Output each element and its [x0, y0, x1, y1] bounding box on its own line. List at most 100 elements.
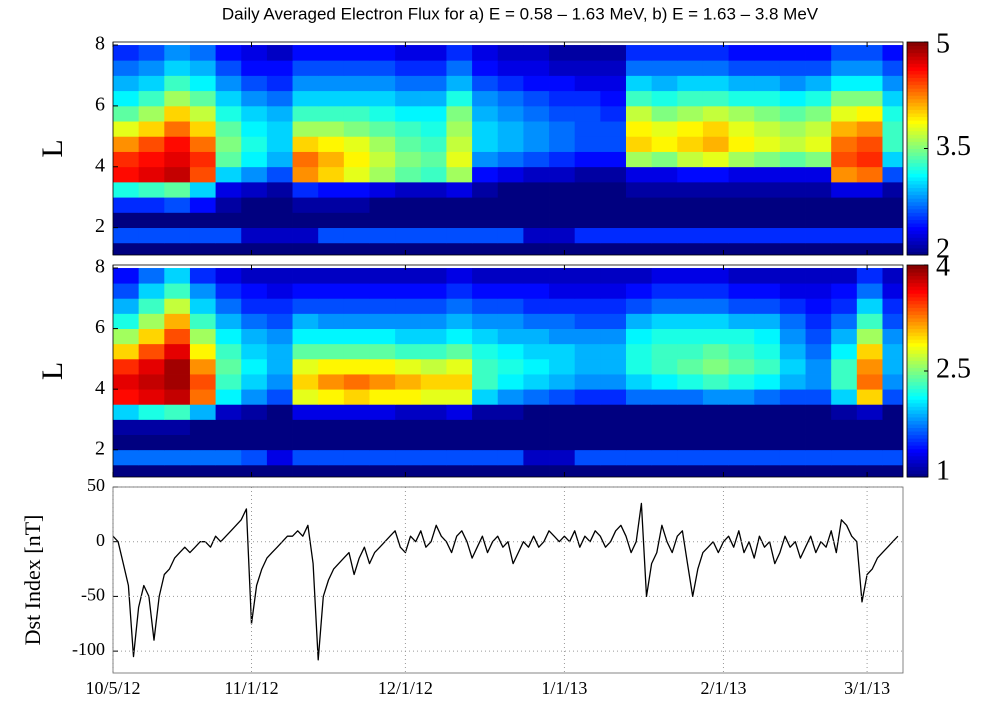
heatmap-cell	[831, 60, 858, 76]
heatmap-cell	[677, 90, 704, 107]
heatmap-cell	[446, 404, 473, 420]
heatmap-cell	[549, 105, 576, 122]
heatmap-cell	[189, 90, 216, 107]
heatmap-cell	[702, 464, 729, 477]
heatmap-cell	[856, 166, 883, 183]
heatmap-cell	[831, 449, 858, 466]
heatmap-cell	[497, 419, 524, 435]
heatmap-cell	[189, 212, 216, 229]
heatmap-cell	[523, 166, 550, 183]
heatmap-cell	[241, 419, 268, 435]
heatmap-cell	[215, 434, 242, 451]
colorbar-step	[907, 367, 928, 372]
heatmap-cell	[574, 197, 601, 213]
heatmap-cell	[754, 181, 781, 198]
heatmap-cell	[215, 60, 242, 76]
heatmap-cell	[395, 343, 422, 360]
heatmap-cell	[523, 283, 550, 299]
colorbar-step	[907, 466, 928, 471]
heatmap-cell	[497, 45, 524, 61]
heatmap-cell	[472, 268, 499, 284]
heatmap-cell	[856, 268, 883, 284]
heatmap-cell	[497, 343, 524, 360]
heatmap-cell	[651, 105, 678, 122]
heatmap-cell	[472, 328, 499, 345]
heatmap-cell	[189, 283, 216, 299]
colorbar-step	[907, 388, 928, 393]
heatmap-cell	[651, 227, 678, 244]
heatmap-cell	[549, 166, 576, 183]
heatmap-cell	[574, 268, 601, 284]
heatmap-cell	[189, 227, 216, 244]
heatmap-cell	[702, 136, 729, 152]
colorbar-step	[907, 420, 928, 425]
heatmap-cell	[574, 227, 601, 244]
heatmap-cell	[472, 298, 499, 314]
heatmap-cell	[805, 464, 832, 477]
colorbar-step	[907, 98, 928, 103]
heatmap-cell	[266, 268, 293, 284]
colorbar-step	[907, 66, 928, 71]
heatmap-cell	[831, 374, 858, 390]
heatmap-cell	[292, 151, 319, 168]
heatmap-cell	[446, 358, 473, 375]
heatmap-cell	[395, 166, 422, 183]
colorbar-tick-label: 2.5	[936, 353, 971, 384]
colorbar-step	[907, 363, 928, 368]
heatmap-cell	[677, 121, 704, 137]
colorbar-step	[907, 265, 928, 270]
heatmap-cell	[600, 434, 627, 451]
heatmap-cell	[113, 313, 140, 329]
colorbar-step	[907, 166, 928, 171]
heatmap-cell	[600, 298, 627, 314]
heatmap-cell	[395, 105, 422, 122]
heatmap-cell	[215, 328, 242, 345]
heatmap-cell	[497, 121, 524, 137]
heatmap-cell	[138, 60, 165, 76]
heatmap-cell	[138, 151, 165, 168]
heatmap-cell	[497, 151, 524, 168]
y-tick-label: 2	[95, 437, 105, 459]
heatmap-cell	[728, 197, 755, 213]
heatmap-cell	[420, 212, 447, 229]
heatmap-cell	[651, 449, 678, 466]
heatmap-cell	[189, 60, 216, 76]
x-tick-label: 12/1/12	[378, 678, 433, 698]
heatmap-cell	[138, 90, 165, 107]
heatmap-cell	[241, 121, 268, 137]
heatmap-cell	[625, 283, 653, 299]
heatmap-cell	[728, 419, 755, 435]
heatmap-cell	[856, 358, 883, 375]
heatmap-cell	[677, 389, 704, 405]
heatmap-cell	[189, 136, 216, 152]
heatmap-cell	[266, 313, 293, 329]
heatmap-cell	[318, 449, 345, 466]
heatmap-cell	[113, 90, 140, 107]
heatmap-cell	[318, 60, 345, 76]
heatmap-cell	[369, 283, 396, 299]
heatmap-cell	[600, 242, 627, 255]
colorbar-step	[907, 201, 928, 206]
heatmap-cell	[472, 464, 499, 477]
heatmap-cell	[574, 389, 601, 405]
panel-frame	[112, 41, 904, 256]
heatmap-cell	[369, 449, 396, 466]
heatmap-cell	[318, 313, 345, 329]
heatmap-cell	[831, 105, 858, 122]
heatmap-cell	[805, 242, 832, 255]
colorbar-step	[907, 134, 928, 139]
heatmap-cell	[574, 328, 601, 345]
heatmap-cell	[113, 45, 140, 61]
heatmap-cell	[292, 136, 319, 152]
heatmap-cell	[292, 90, 319, 107]
heatmap-cell	[779, 197, 806, 213]
y-tick-label: 4	[95, 377, 105, 399]
heatmap-cell	[754, 166, 781, 183]
heatmap-cell	[754, 60, 781, 76]
heatmap-cell	[805, 298, 832, 314]
colorbar-step	[907, 162, 928, 167]
heatmap-cell	[164, 45, 191, 61]
heatmap-cell	[600, 328, 627, 345]
colorbar-step	[907, 237, 928, 242]
heatmap-cell	[292, 60, 319, 76]
